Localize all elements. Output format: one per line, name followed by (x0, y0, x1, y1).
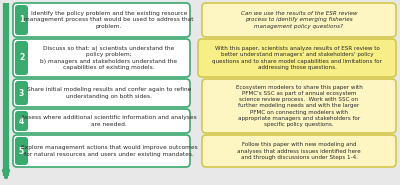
FancyBboxPatch shape (13, 3, 190, 37)
FancyBboxPatch shape (198, 39, 396, 77)
Text: With this paper, scientists analyze results of ESR review to
better understand m: With this paper, scientists analyze resu… (212, 46, 382, 70)
Text: 1: 1 (19, 16, 24, 24)
Text: Discuss so that: a) scientists understand the
policy problem;
b) managers and st: Discuss so that: a) scientists understan… (40, 46, 178, 70)
Text: 2: 2 (19, 53, 24, 63)
Text: Explore management actions that would improve outcomes
for natural resources and: Explore management actions that would im… (21, 145, 197, 157)
Text: Assess where additional scientific information and analyses
are needed.: Assess where additional scientific infor… (21, 115, 197, 127)
FancyBboxPatch shape (15, 111, 28, 131)
Text: 3: 3 (19, 88, 24, 97)
FancyBboxPatch shape (13, 39, 190, 77)
Text: Share initial modeling results and confer again to refine
understanding on both : Share initial modeling results and confe… (27, 87, 191, 99)
FancyBboxPatch shape (15, 5, 28, 35)
Text: Identify the policy problem and the existing resource
management process that wo: Identify the policy problem and the exis… (24, 11, 194, 29)
FancyBboxPatch shape (13, 109, 190, 133)
FancyBboxPatch shape (15, 41, 28, 75)
Text: Can we use the results of the ESR review
process to identify emerging fisheries
: Can we use the results of the ESR review… (241, 11, 357, 29)
Text: Ecosystem modelers to share this paper with
PFMC's SSC as part of annual ecosyst: Ecosystem modelers to share this paper w… (236, 85, 362, 127)
FancyBboxPatch shape (13, 135, 190, 167)
FancyBboxPatch shape (15, 81, 28, 105)
Text: 4: 4 (19, 117, 24, 125)
FancyBboxPatch shape (202, 79, 396, 133)
FancyBboxPatch shape (13, 79, 190, 107)
FancyBboxPatch shape (15, 137, 28, 165)
Text: Follow this paper with new modeling and
analyses that address issues identified : Follow this paper with new modeling and … (237, 142, 361, 160)
FancyBboxPatch shape (202, 3, 396, 37)
FancyBboxPatch shape (202, 135, 396, 167)
Text: 5: 5 (19, 147, 24, 156)
